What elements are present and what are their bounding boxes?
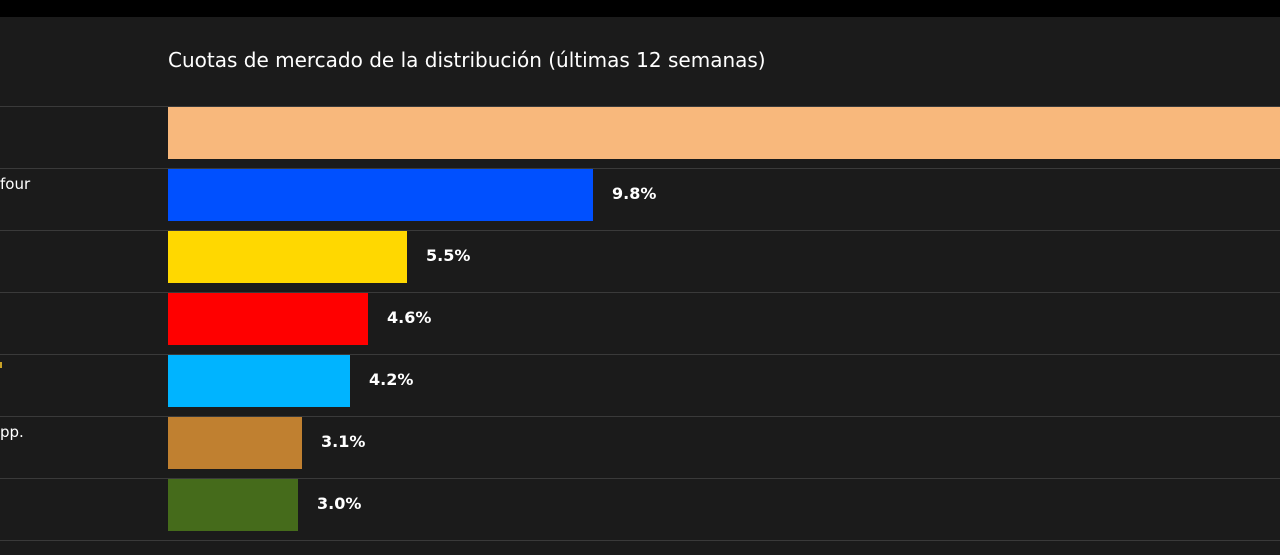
row-label: four [0,175,31,193]
row-divider [0,230,1280,231]
row-divider [0,478,1280,479]
bar [168,107,1280,159]
bar [168,417,302,469]
bar [168,231,407,283]
row-divider [0,540,1280,541]
clipped-logo-mark [0,362,2,368]
bar [168,293,368,345]
bar [168,355,350,407]
row-divider [0,416,1280,417]
row-label: pp. [0,423,24,441]
top-bar [0,0,1280,17]
value-label: 3.1% [321,432,366,451]
row-divider [0,292,1280,293]
value-label: 4.2% [369,370,414,389]
value-label: 5.5% [426,246,471,265]
row-divider [0,354,1280,355]
row-divider [0,106,1280,107]
value-label: 3.0% [317,494,362,513]
value-label: 9.8% [612,184,657,203]
bar [168,169,593,221]
row-divider [0,168,1280,169]
value-label: 4.6% [387,308,432,327]
bar [168,479,298,531]
chart-title: Cuotas de mercado de la distribución (úl… [168,48,766,72]
